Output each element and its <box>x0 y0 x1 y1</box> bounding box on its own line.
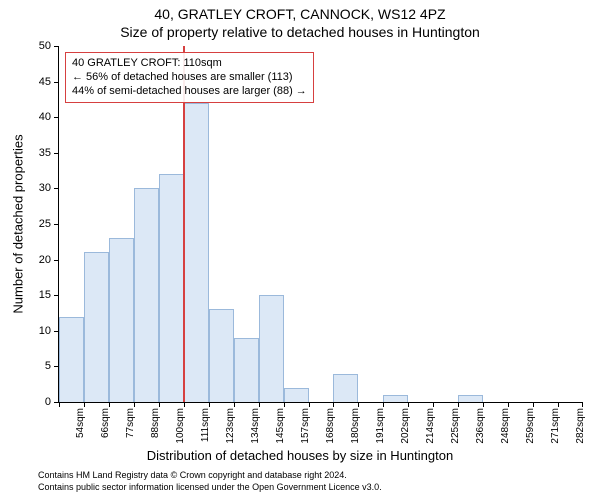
bar <box>134 188 159 402</box>
xtick <box>333 402 334 407</box>
xtick-label: 54sqm <box>75 408 86 438</box>
xtick-label: 157sqm <box>300 408 311 444</box>
xtick-label: 282sqm <box>575 408 586 444</box>
xtick-label: 100sqm <box>175 408 186 444</box>
xtick-label: 134sqm <box>250 408 261 444</box>
xtick <box>234 402 235 407</box>
xtick <box>134 402 135 407</box>
bar <box>84 252 109 402</box>
xtick <box>508 402 509 407</box>
xtick-label: 259sqm <box>525 408 536 444</box>
bar <box>209 309 234 402</box>
bar <box>159 174 184 402</box>
xtick-label: 66sqm <box>100 408 111 438</box>
xtick <box>84 402 85 407</box>
xtick-label: 168sqm <box>325 408 336 444</box>
xtick <box>383 402 384 407</box>
xtick-label: 111sqm <box>200 408 211 442</box>
ytick-label: 50 <box>39 40 59 52</box>
xtick <box>483 402 484 407</box>
xtick-label: 248sqm <box>500 408 511 444</box>
ytick-label: 20 <box>39 254 59 266</box>
chart-title-line1: 40, GRATLEY CROFT, CANNOCK, WS12 4PZ <box>0 6 600 22</box>
xtick-label: 202sqm <box>400 408 411 444</box>
bar <box>184 103 209 402</box>
xtick-label: 214sqm <box>425 408 436 444</box>
xtick <box>433 402 434 407</box>
xtick-label: 123sqm <box>225 408 236 444</box>
xtick <box>209 402 210 407</box>
xtick <box>558 402 559 407</box>
ytick-label: 40 <box>39 111 59 123</box>
bar <box>383 395 408 402</box>
ytick-label: 35 <box>39 147 59 159</box>
xtick-label: 191sqm <box>375 408 386 444</box>
ytick-label: 5 <box>45 360 59 372</box>
xtick-label: 271sqm <box>550 408 561 444</box>
xtick <box>582 402 583 407</box>
footer-attribution: Contains HM Land Registry data © Crown c… <box>38 470 382 493</box>
xtick <box>358 402 359 407</box>
ytick-label: 25 <box>39 218 59 230</box>
bar <box>333 374 358 402</box>
xtick-label: 145sqm <box>275 408 286 444</box>
bar <box>259 295 284 402</box>
xtick <box>309 402 310 407</box>
ytick-label: 30 <box>39 182 59 194</box>
xtick <box>109 402 110 407</box>
bar <box>234 338 259 402</box>
xtick <box>408 402 409 407</box>
xtick <box>159 402 160 407</box>
xtick-label: 225sqm <box>450 408 461 444</box>
chart-title-line2: Size of property relative to detached ho… <box>0 24 600 40</box>
ytick-label: 45 <box>39 76 59 88</box>
plot-area: 0510152025303540455054sqm66sqm77sqm88sqm… <box>58 46 583 403</box>
annotation-box: 40 GRATLEY CROFT: 110sqm← 56% of detache… <box>65 52 314 103</box>
ytick-label: 0 <box>45 396 59 408</box>
bar <box>284 388 309 402</box>
y-axis-label: Number of detached properties <box>11 134 26 313</box>
xtick-label: 88sqm <box>150 408 161 438</box>
xtick <box>458 402 459 407</box>
bar <box>458 395 483 402</box>
xtick-label: 77sqm <box>125 408 136 438</box>
ytick-label: 15 <box>39 289 59 301</box>
xtick <box>184 402 185 407</box>
ytick-label: 10 <box>39 325 59 337</box>
xtick <box>59 402 60 407</box>
xtick <box>284 402 285 407</box>
chart-container: 40, GRATLEY CROFT, CANNOCK, WS12 4PZ Siz… <box>0 0 600 500</box>
xtick <box>259 402 260 407</box>
xtick <box>533 402 534 407</box>
bar <box>109 238 134 402</box>
x-axis-label: Distribution of detached houses by size … <box>0 448 600 463</box>
xtick-label: 236sqm <box>475 408 486 444</box>
xtick-label: 180sqm <box>350 408 361 444</box>
bar <box>59 317 84 402</box>
